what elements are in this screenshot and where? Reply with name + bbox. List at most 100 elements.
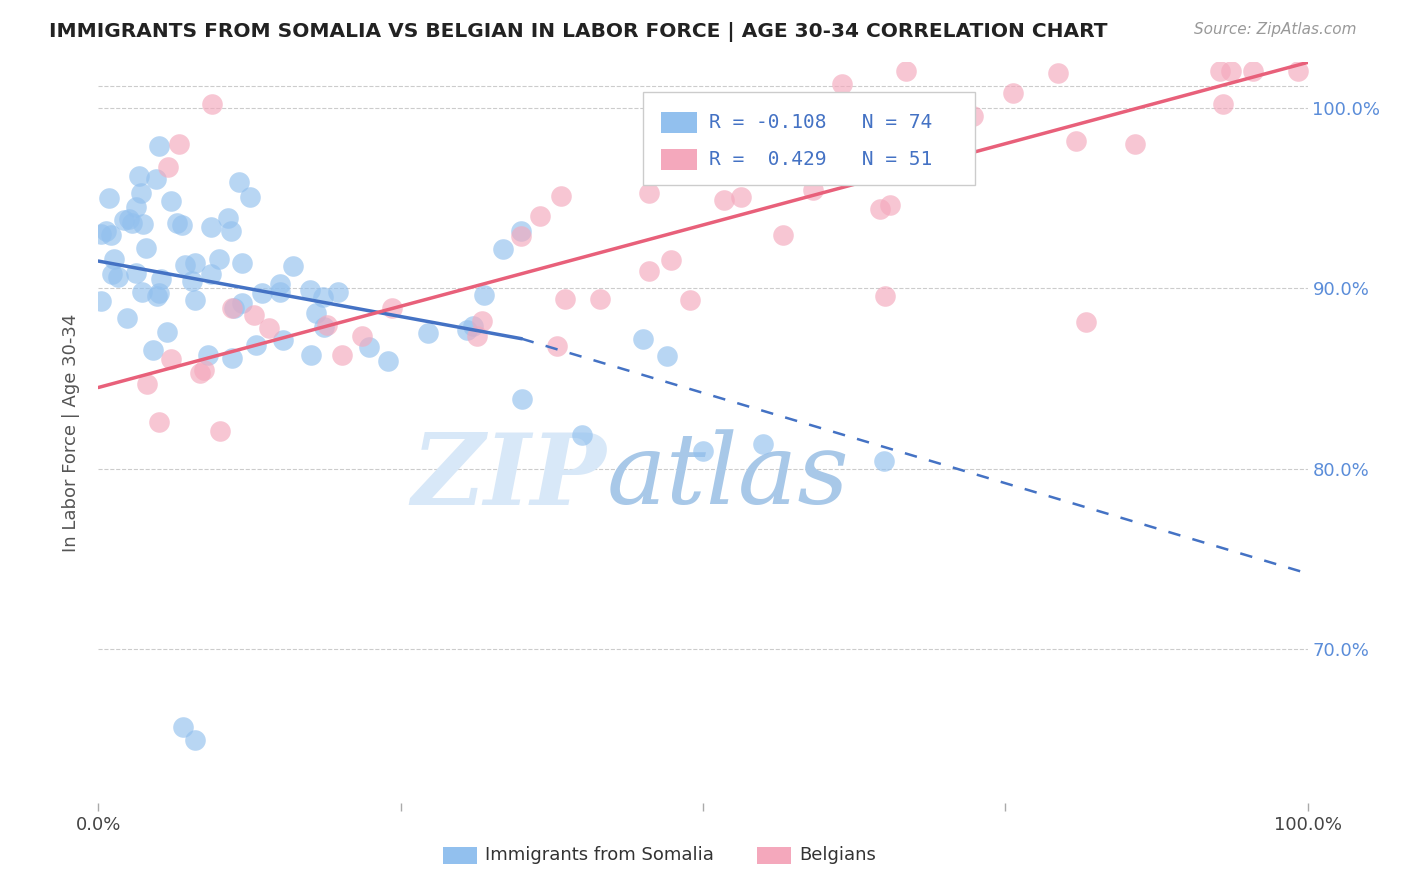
Point [831, 78, 853, 92]
Point [330, 348, 353, 362]
Point [312, 319, 335, 334]
Point [167, 136, 190, 151]
Point [131, 285, 153, 299]
Point [571, 428, 593, 442]
Text: atlas: atlas [606, 429, 849, 524]
Point [239, 190, 262, 204]
Text: Belgians: Belgians [800, 846, 876, 863]
Point [772, 228, 794, 243]
Point [492, 243, 515, 257]
Point [692, 444, 714, 458]
Point [281, 259, 304, 273]
Point [180, 274, 202, 288]
Point [131, 186, 153, 200]
Point [873, 454, 896, 468]
Text: Immigrants from Somalia: Immigrants from Somalia [485, 846, 714, 863]
Point [197, 348, 219, 362]
Point [1208, 64, 1230, 78]
FancyBboxPatch shape [758, 847, 792, 863]
Point [184, 293, 207, 308]
Point [550, 188, 572, 202]
Point [529, 209, 551, 223]
Point [869, 202, 891, 216]
Point [100, 228, 122, 243]
Point [117, 310, 139, 325]
Point [269, 277, 291, 291]
Y-axis label: In Labor Force | Age 30-34: In Labor Force | Age 30-34 [62, 313, 80, 552]
Point [1241, 64, 1264, 78]
Point [157, 160, 180, 174]
Point [172, 720, 194, 734]
Point [359, 340, 381, 354]
Point [461, 319, 484, 334]
Point [350, 329, 373, 343]
Point [1212, 97, 1234, 112]
Point [456, 322, 478, 336]
Point [879, 198, 901, 212]
Point [377, 354, 399, 368]
Point [208, 424, 231, 438]
Point [135, 377, 157, 392]
Point [170, 219, 193, 233]
Point [131, 218, 153, 232]
FancyBboxPatch shape [661, 112, 697, 133]
Point [1046, 66, 1069, 80]
Point [125, 266, 148, 280]
Point [101, 267, 124, 281]
Point [231, 256, 253, 270]
Point [184, 256, 207, 270]
Point [299, 348, 322, 362]
Point [90, 227, 112, 241]
Point [121, 216, 143, 230]
Point [416, 326, 439, 340]
Point [269, 285, 291, 299]
Point [546, 339, 568, 353]
FancyBboxPatch shape [643, 92, 976, 185]
Point [298, 283, 321, 297]
Point [723, 161, 745, 176]
Point [510, 224, 533, 238]
Point [188, 366, 211, 380]
Point [148, 286, 170, 301]
Text: Source: ZipAtlas.com: Source: ZipAtlas.com [1194, 22, 1357, 37]
Point [752, 437, 775, 451]
Point [149, 272, 172, 286]
Text: R =  0.429   N = 51: R = 0.429 N = 51 [709, 150, 932, 169]
Point [243, 308, 266, 322]
Point [200, 267, 222, 281]
Text: ZIP: ZIP [412, 429, 606, 525]
Point [103, 252, 125, 266]
Point [316, 318, 339, 332]
Point [257, 321, 280, 335]
Point [305, 306, 328, 320]
Point [637, 186, 659, 200]
Point [208, 252, 231, 266]
Point [201, 97, 224, 112]
Point [155, 325, 177, 339]
Point [471, 314, 494, 328]
Point [1002, 86, 1025, 100]
Point [146, 289, 169, 303]
Point [184, 732, 207, 747]
Point [96, 224, 118, 238]
Point [1286, 64, 1309, 78]
Point [112, 212, 135, 227]
Point [142, 343, 165, 358]
Point [679, 293, 702, 308]
Point [312, 290, 335, 304]
Text: R = -0.108   N = 74: R = -0.108 N = 74 [709, 113, 932, 132]
Point [638, 264, 661, 278]
Text: IMMIGRANTS FROM SOMALIA VS BELGIAN IN LABOR FORCE | AGE 30-34 CORRELATION CHART: IMMIGRANTS FROM SOMALIA VS BELGIAN IN LA… [49, 22, 1108, 42]
Point [510, 392, 533, 406]
Point [631, 332, 654, 346]
Point [166, 216, 188, 230]
Point [174, 258, 197, 272]
Point [465, 328, 488, 343]
Point [381, 301, 404, 315]
Point [474, 287, 496, 301]
Point [1064, 134, 1087, 148]
Point [659, 253, 682, 268]
Point [148, 415, 170, 429]
Point [200, 219, 222, 234]
Point [145, 172, 167, 186]
